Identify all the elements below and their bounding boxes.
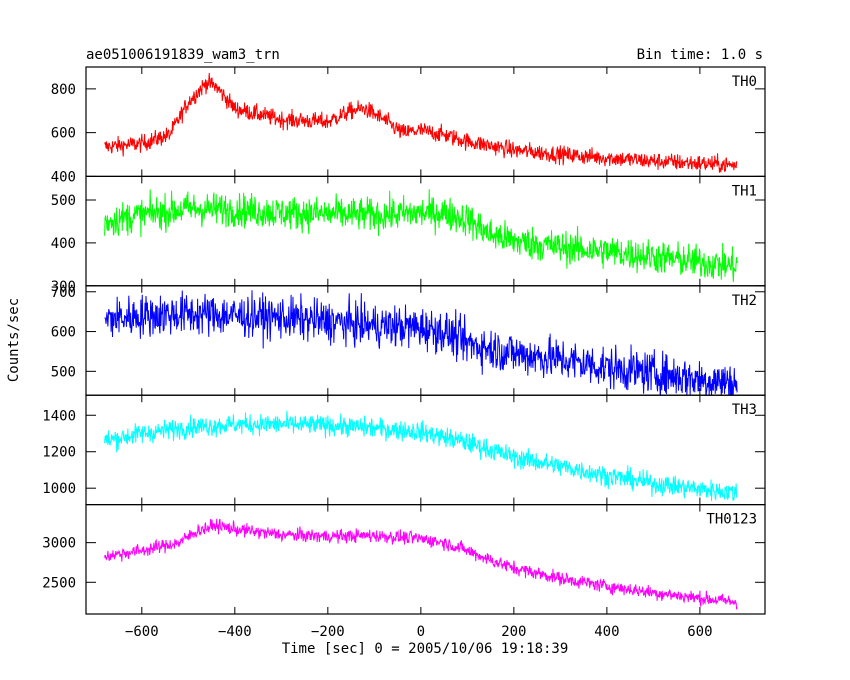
y-tick-label: 1400 — [42, 408, 76, 424]
y-axis-title: Counts/sec — [6, 298, 22, 382]
x-tick-label: 600 — [687, 624, 712, 640]
y-tick-label: 1000 — [42, 481, 76, 497]
y-tick-label: 700 — [51, 285, 76, 301]
panel-label-th0: TH0 — [732, 74, 757, 90]
y-tick-label: 600 — [51, 325, 76, 341]
panel-frame — [85, 504, 766, 615]
chart-title: ae051006191839_wam3_trn — [86, 47, 280, 63]
series-line-th2 — [104, 290, 738, 396]
x-tick-label: 0 — [417, 624, 425, 640]
panel-th3: 1000 1200 1400 TH3 — [42, 394, 766, 506]
x-tick-label: 400 — [594, 624, 619, 640]
series-line-th0 — [104, 72, 738, 173]
y-tick-label: 500 — [51, 193, 76, 209]
y-tick-label: 800 — [51, 82, 76, 98]
panel-label-th2: TH2 — [732, 293, 757, 309]
panel-label-th0123: TH0123 — [706, 512, 757, 528]
panel-th2: 500 600 700 TH2 — [51, 285, 766, 396]
y-tick-label: 1200 — [42, 445, 76, 461]
panel-label-th3: TH3 — [732, 402, 757, 418]
series-line-th0123 — [104, 518, 738, 610]
bin-time-label: Bin time: 1.0 s — [637, 47, 763, 63]
x-tick-label: 200 — [501, 624, 526, 640]
y-tick-label: 400 — [51, 236, 76, 252]
y-tick-label: 400 — [51, 169, 76, 185]
panel-th0: 400 600 800 TH0 — [51, 66, 766, 185]
y-tick-label: 500 — [51, 364, 76, 380]
panels-group: 400 600 800 TH0 300 400 500 TH1 500 600 700 TH2 1000… — [42, 66, 766, 640]
y-tick-label: 600 — [51, 126, 76, 142]
panel-label-th1: TH1 — [732, 183, 757, 199]
panel-th1: 300 400 500 TH1 — [51, 175, 766, 295]
series-line-th1 — [104, 189, 738, 282]
panel-frame — [85, 66, 766, 178]
y-tick-label: 300 — [51, 279, 76, 295]
x-tick-label: −400 — [218, 624, 252, 640]
x-tick-label: −200 — [311, 624, 345, 640]
x-axis-title: Time [sec] 0 = 2005/10/06 19:18:39 — [282, 641, 569, 657]
panel-th0123: 2500 3000 TH0123 — [42, 504, 766, 615]
x-tick-label: −600 — [125, 624, 159, 640]
series-line-th3 — [104, 410, 738, 501]
y-tick-label: 2500 — [42, 575, 76, 591]
y-tick-label: 3000 — [42, 536, 76, 552]
